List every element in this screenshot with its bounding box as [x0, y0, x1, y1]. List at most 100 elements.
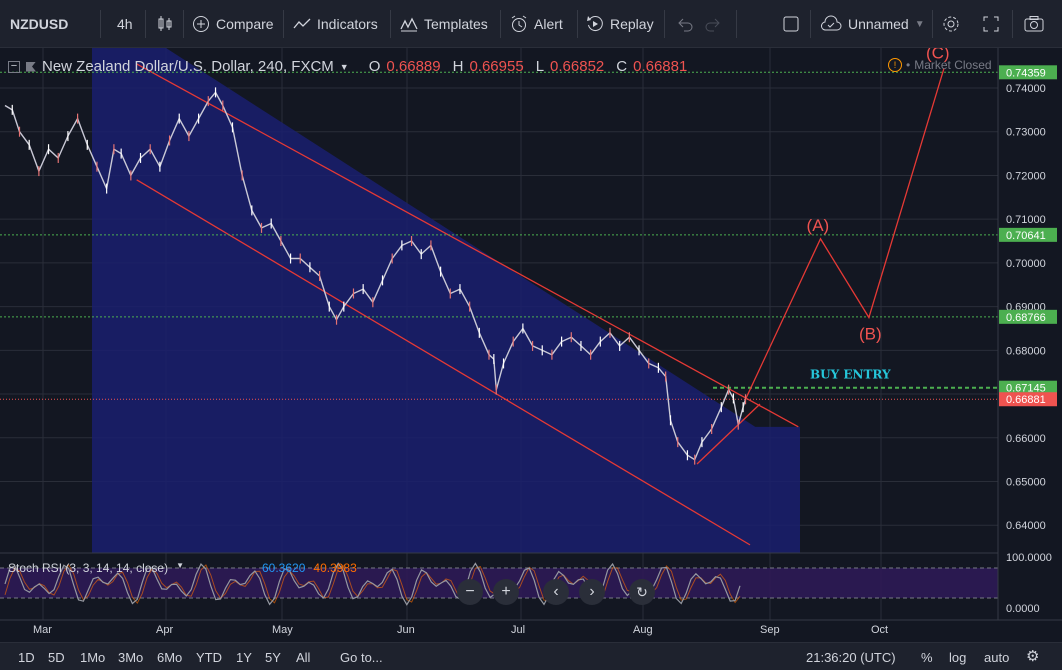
price-tag-label: 0.68766 — [1006, 312, 1046, 324]
price-tag-label: 0.74359 — [1006, 67, 1046, 79]
open-label: O — [368, 58, 381, 75]
time-axis-bg — [0, 620, 1062, 642]
replay-label: Replay — [610, 16, 654, 32]
market-status: ! • Market Closed — [888, 58, 992, 72]
save-layout-button[interactable]: Unnamed ▼ — [820, 0, 925, 48]
indicators-button[interactable]: Indicators — [293, 0, 378, 48]
dropdown-icon[interactable]: ▼ — [339, 61, 349, 72]
time-tick-label: Aug — [633, 624, 653, 636]
divider — [736, 10, 737, 38]
drawings[interactable]: BUY ENTRY (A) (B) (C) — [0, 48, 998, 553]
fullscreen-button[interactable] — [982, 0, 1000, 48]
square-icon — [783, 16, 799, 32]
channel-background — [92, 48, 800, 553]
snapshot-button[interactable] — [1024, 0, 1044, 48]
goto-button[interactable]: Go to... — [340, 650, 383, 665]
channel-upper-line — [136, 63, 799, 428]
time-tick-label: Mar — [33, 624, 52, 636]
chevron-down-icon: ▼ — [914, 18, 925, 30]
zoom-in-button[interactable]: + — [493, 579, 519, 605]
rsi-k-line — [4, 562, 741, 606]
high-label: H — [452, 58, 464, 75]
low-label: L — [535, 58, 545, 75]
auto-toggle[interactable]: auto — [984, 650, 1010, 665]
indicators-icon — [293, 18, 311, 29]
collapse-icon[interactable]: − — [8, 60, 20, 73]
chart-area[interactable]: BUY ENTRY (A) (B) (C) 0.74000 0.73000 0.72000… — [0, 48, 1062, 642]
dropdown-icon[interactable]: ▼ — [176, 561, 184, 570]
stoch-rsi-legend: Stoch RSI (3, 3, 14, 14, close) ▼ 60.362… — [8, 561, 357, 575]
interval-button[interactable]: 4h — [117, 0, 133, 48]
divider — [283, 10, 284, 38]
chevron-right-icon: › — [589, 583, 595, 600]
gear-icon[interactable]: ⚙ — [1026, 648, 1040, 665]
settings-button[interactable] — [942, 0, 960, 48]
undo-button[interactable] — [676, 0, 694, 48]
range-1y[interactable]: 1Y — [236, 650, 252, 665]
stoch-rsi-d-value: 40.3983 — [313, 561, 357, 575]
close-value: 0.66881 — [633, 58, 688, 75]
time-tick-label: May — [272, 624, 293, 636]
range-ytd[interactable]: YTD — [196, 650, 222, 665]
range-1mo[interactable]: 1Mo — [80, 650, 106, 665]
scroll-right-button[interactable]: › — [579, 579, 605, 605]
add-circle-icon — [193, 16, 209, 32]
alert-button[interactable]: Alert — [510, 0, 563, 48]
price-axis-bg — [998, 48, 1062, 620]
series-title[interactable]: New Zealand Dollar/U.S. Dollar, 240, FXC… — [42, 58, 334, 75]
warning-icon: ! — [888, 58, 902, 72]
range-6mo[interactable]: 6Mo — [157, 650, 183, 665]
interval-label: 4h — [117, 16, 133, 32]
reset-chart-button[interactable]: ↻ — [629, 579, 655, 605]
zoom-out-button[interactable]: − — [457, 579, 483, 605]
divider — [810, 10, 811, 38]
templates-button[interactable]: Templates — [400, 0, 488, 48]
stoch-rsi-title[interactable]: Stoch RSI (3, 3, 14, 14, close) — [8, 561, 169, 575]
bottom-toolbar: 1D 5D 1Mo 3Mo 6Mo YTD 1Y 5Y All Go to... 21:36:2… — [0, 642, 1062, 670]
channel-lower-line — [136, 179, 751, 546]
time-tick-label: Apr — [156, 624, 173, 636]
redo-button[interactable] — [704, 0, 722, 48]
price-tick-label: 0.66000 — [1006, 433, 1046, 445]
camera-icon — [1024, 16, 1044, 32]
templates-label: Templates — [424, 16, 488, 32]
chart-style-button[interactable] — [156, 0, 174, 48]
range-3mo[interactable]: 3Mo — [118, 650, 144, 665]
rsi-axis-label: 0.0000 — [1006, 603, 1040, 615]
wave-projection — [744, 68, 945, 400]
top-toolbar: NZDUSD 4h Compare Indicators Templates A… — [0, 0, 1062, 48]
wave-label: (C) — [926, 48, 950, 62]
symbol-search[interactable]: NZDUSD — [10, 0, 68, 48]
templates-icon — [400, 17, 418, 32]
price-tick-label: 0.74000 — [1006, 83, 1046, 95]
log-toggle[interactable]: log — [949, 650, 967, 665]
price-chart[interactable]: BUY ENTRY (A) (B) (C) 0.74000 0.73000 0.72000… — [0, 48, 1062, 642]
price-tag — [999, 227, 1057, 242]
chevron-left-icon: ‹ — [553, 583, 559, 600]
symbol-name: NZDUSD — [10, 16, 69, 32]
flag-icon — [26, 61, 36, 72]
range-1d[interactable]: 1D — [18, 650, 35, 665]
time-tick-label: Oct — [871, 624, 888, 636]
minus-icon: − — [465, 583, 475, 600]
range-5y[interactable]: 5Y — [265, 650, 281, 665]
compare-button[interactable]: Compare — [192, 0, 274, 48]
range-5d[interactable]: 5D — [48, 650, 65, 665]
range-all[interactable]: All — [296, 650, 311, 665]
percent-toggle[interactable]: % — [921, 650, 933, 665]
time-tick-label: Sep — [760, 624, 780, 636]
price-tag — [999, 392, 1057, 407]
clock-time[interactable]: 21:36:20 (UTC) — [806, 650, 896, 665]
redo-icon — [705, 18, 720, 32]
fullscreen-layout-button[interactable] — [782, 0, 800, 48]
divider — [664, 10, 665, 38]
stoch-rsi-k-value: 60.3620 — [262, 561, 306, 575]
price-tick-label: 0.70000 — [1006, 258, 1046, 270]
divider — [500, 10, 501, 38]
open-value: 0.66889 — [386, 58, 441, 75]
price-tag-label: 0.67145 — [1006, 383, 1046, 395]
compare-label: Compare — [216, 16, 274, 32]
divider — [100, 10, 101, 38]
replay-button[interactable]: Replay — [586, 0, 654, 48]
scroll-left-button[interactable]: ‹ — [543, 579, 569, 605]
